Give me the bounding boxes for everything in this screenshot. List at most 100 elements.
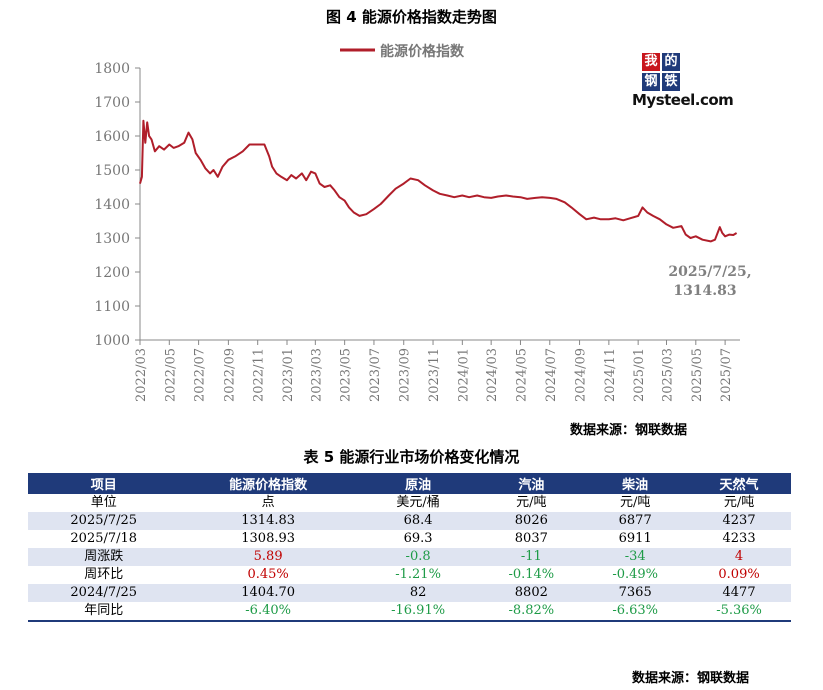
legend-label: 能源价格指数: [380, 43, 465, 60]
y-tick-label: 1100: [94, 299, 130, 315]
x-tick-label: 2025/03: [661, 348, 676, 402]
table-cell: 7365: [583, 584, 688, 602]
table-row: 周环比 0.45% -1.21% -0.14% -0.49% 0.09%: [28, 566, 791, 584]
y-tick-label: 1800: [94, 61, 130, 77]
table-cell: 4237: [687, 512, 791, 530]
series-line: [139, 119, 738, 243]
x-tick-label: 2022/09: [222, 348, 237, 402]
logo-char: 的: [662, 53, 680, 71]
x-tick-label: 2023/11: [427, 348, 442, 402]
table-header-cell: 天然气: [687, 473, 791, 494]
figure-title: 图 4 能源价格指数走势图: [326, 8, 497, 26]
y-tick-label: 1400: [94, 197, 130, 213]
table-header-row: 项目 能源价格指数 原油 汽油 柴油 天然气: [28, 473, 791, 494]
energy-price-chart: 1000 1100 1200 1300 1400 1500 1600 1700 1800 2022…: [94, 43, 751, 402]
chart-source: 数据来源：钢联数据: [570, 423, 688, 438]
table-cell: 8037: [514, 531, 548, 546]
table-row: 2024/7/25 1404.70 82 8802 7365 4477: [28, 584, 791, 602]
table-cell: -0.8: [356, 548, 480, 566]
table-cell: -1.21%: [395, 567, 441, 582]
table-cell: -6.63%: [583, 602, 688, 622]
table-cell: 1308.93: [241, 531, 296, 546]
table-row: 年同比 -6.40% -16.91% -8.82% -6.63% -5.36%: [28, 602, 791, 622]
x-tick-label: 2024/05: [514, 348, 529, 402]
logo-char: 铁: [662, 73, 680, 91]
table-cell: 82: [356, 584, 480, 602]
row-label-cell: 2025/7/25: [28, 512, 180, 530]
table-cell: 5.89: [179, 548, 357, 566]
table-cell: -34: [583, 548, 688, 566]
logo-char: 钢: [642, 73, 660, 91]
logo-wordmark: Mysteel.com: [632, 91, 734, 109]
table-cell: 0.09%: [718, 567, 760, 582]
table-cell: 元/吨: [723, 495, 755, 510]
table-cell: 69.3: [403, 531, 433, 546]
table-cell: 4477: [687, 584, 791, 602]
y-tick-label: 1200: [94, 265, 130, 281]
x-tick-label: 2023/09: [398, 348, 413, 402]
table-cell: -6.40%: [179, 602, 357, 622]
table-title: 表 5 能源行业市场价格变化情况: [303, 448, 520, 466]
x-tick-label: 2022/07: [193, 348, 208, 402]
table-cell: 元/吨: [516, 495, 547, 510]
mysteel-logo: 我 的 钢 铁 Mysteel.com: [632, 53, 734, 111]
table-cell: -5.36%: [687, 602, 791, 622]
y-tick-label: 1500: [94, 163, 130, 179]
table-header-cell: 汽油: [479, 473, 584, 494]
annotation-value: 1314.83: [673, 283, 736, 299]
table-row: 2025/7/25 1314.83 68.4 8026 6877 4237: [28, 512, 791, 530]
x-tick-label: 2025/07: [719, 348, 734, 402]
x-tick-label: 2022/11: [252, 348, 267, 402]
x-tick-label: 2023/01: [281, 348, 296, 402]
row-label-cell: 周环比: [84, 567, 124, 582]
logo-char: 我: [642, 53, 660, 71]
row-label-cell: 周涨跌: [28, 548, 180, 566]
x-tick-label: 2024/01: [456, 348, 471, 402]
annotation-date: 2025/7/25,: [668, 264, 751, 280]
table-cell: 4: [687, 548, 791, 566]
y-tick-label: 1600: [94, 129, 130, 145]
row-label-cell: 2025/7/18: [70, 531, 138, 546]
table-cell: 68.4: [356, 512, 480, 530]
table-cell: 1404.70: [179, 584, 357, 602]
x-tick-label: 2023/05: [339, 348, 354, 402]
x-tick-label: 2024/07: [544, 348, 559, 402]
table-header-cell: 能源价格指数: [179, 473, 357, 494]
table-cell: 6911: [618, 531, 652, 546]
x-tick-label: 2022/03: [134, 348, 149, 402]
table-row: 周涨跌 5.89 -0.8 -11 -34 4: [28, 548, 791, 566]
table-cell: -11: [479, 548, 584, 566]
table-cell: 点: [261, 495, 275, 510]
table-header-cell: 项目: [28, 473, 180, 494]
table-cell: 6877: [583, 512, 688, 530]
x-tick-label: 2025/05: [690, 348, 705, 402]
table-cell: 8802: [479, 584, 584, 602]
table-row: 单位 点 美元/桶 元/吨 元/吨 元/吨: [28, 494, 791, 512]
table-cell: -8.82%: [479, 602, 584, 622]
x-tick-label: 2025/01: [632, 348, 647, 402]
table-cell: -0.49%: [612, 567, 659, 582]
y-tick-label: 1700: [94, 95, 130, 111]
y-tick-label: 1300: [94, 231, 130, 247]
table-cell: -0.14%: [508, 567, 555, 582]
table-row: 2025/7/18 1308.93 69.3 8037 6911 4233: [28, 530, 791, 548]
table-header-cell: 柴油: [583, 473, 688, 494]
table-cell: 8026: [479, 512, 584, 530]
table-source: 数据来源：钢联数据: [632, 671, 750, 686]
x-tick-label: 2024/09: [574, 348, 589, 402]
x-tick-label: 2024/03: [485, 348, 500, 402]
table-cell: -16.91%: [356, 602, 480, 622]
table-cell: 元/吨: [619, 495, 651, 510]
y-tick-label: 1000: [94, 333, 130, 349]
table-body: 单位 点 美元/桶 元/吨 元/吨 元/吨 2025/7/25 1314.83 68.4 8026…: [28, 494, 791, 622]
table-cell: 0.45%: [247, 567, 289, 582]
row-label-cell: 年同比: [28, 602, 180, 622]
table-cell: 4233: [722, 531, 756, 546]
x-tick-label: 2023/03: [309, 348, 324, 402]
table-cell: 1314.83: [179, 512, 357, 530]
x-tick-label: 2022/05: [163, 348, 178, 402]
x-tick-label: 2023/07: [368, 348, 383, 402]
energy-price-table: 项目 能源价格指数 原油 汽油 柴油 天然气 单位 点 美元/桶 元/吨 元/吨 元/吨 2…: [28, 473, 791, 622]
table-cell: 美元/桶: [396, 495, 440, 510]
table-header-cell: 原油: [356, 473, 480, 494]
